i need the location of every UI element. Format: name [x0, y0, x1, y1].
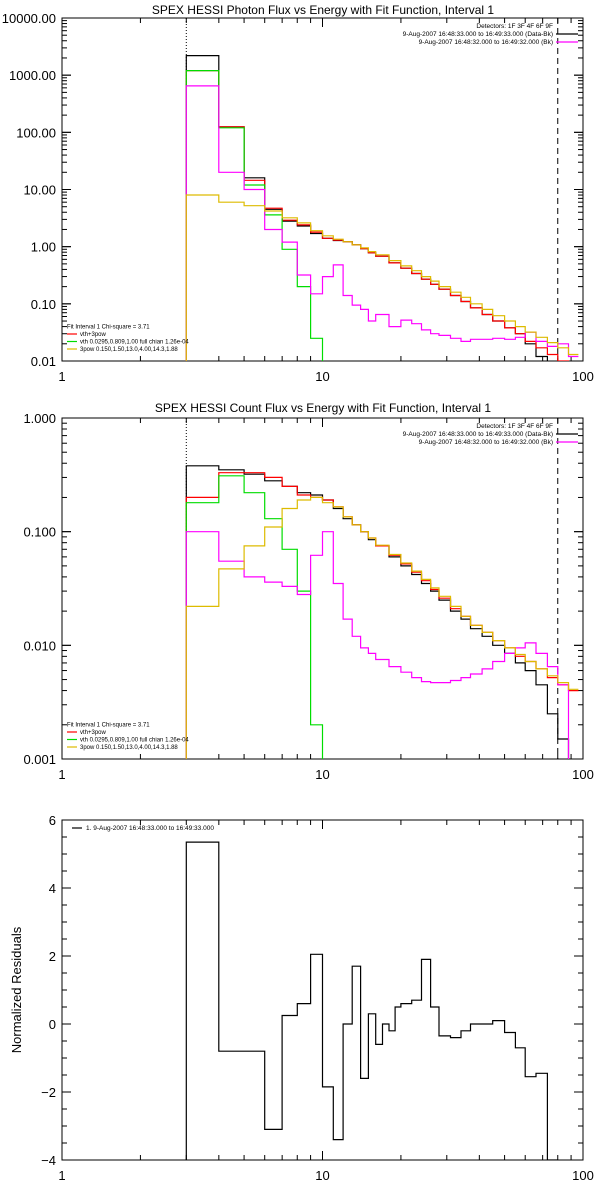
count-flux-y-tick-labels: 1.000 0.100 0.010 0.001 [23, 411, 56, 767]
photon-flux-legend: Detectors: 1F 3F 4F 6F 9F9-Aug-2007 16:4… [403, 23, 578, 46]
photon-flux-legend-entry: Detectors: 1F 3F 4F 6F 9F [476, 23, 553, 30]
photon-flux-x-tick-label: 1 [58, 369, 65, 384]
photon-flux-series-line [185, 194, 579, 361]
photon-flux-x-tick-label: 10 [315, 369, 329, 384]
count-flux-y-tick-label: 0.001 [23, 752, 56, 767]
residuals-axis-ticks [61, 819, 584, 1161]
residuals-x-tick-label: 1 [58, 1168, 65, 1183]
count-flux-panel: SPEX HESSI Count Flux vs Energy with Fit… [23, 401, 593, 782]
residuals-y-tick-labels: 6 4 2 0 −2 −4 [41, 813, 56, 1168]
photon-flux-fit-legend-entry: 3pow 0.150,1.50,13.0,4.00,14.3,1.88 [80, 347, 178, 353]
residuals-series-line [185, 841, 558, 1160]
count-flux-series-line [185, 496, 579, 759]
residuals-legend: 1. 9-Aug-2007 16:48:33.000 to 16:49:33.0… [72, 825, 214, 832]
count-flux-x-tick-label: 10 [315, 767, 329, 782]
photon-flux-fit-legend-entry: Fit Interval 1 Chi-square = 3.71 [67, 325, 150, 331]
photon-flux-legend-entry: 9-Aug-2007 16:48:32.000 to 16:49:32.000 … [419, 39, 553, 46]
count-flux-x-tick-label: 1 [58, 767, 65, 782]
count-flux-fit-legend-entry: Fit Interval 1 Chi-square = 3.71 [67, 723, 150, 729]
count-flux-fit-legend-entry: 3pow 0.150,1.50,13.0,4.00,14.3,1.88 [80, 745, 178, 751]
count-flux-fit-legend: Fit Interval 1 Chi-square = 3.71vth+3pow… [67, 723, 189, 751]
photon-flux-y-tick-labels: 10000.00 1000.00 100.00 10.00 1.00 0.10 0.01 [2, 11, 56, 369]
count-flux-fit-legend-entry: vth 0.0295,0.809,1.00 full chian 1.26e-0… [80, 738, 189, 744]
photon-flux-y-tick-label: 0.10 [31, 297, 56, 312]
residuals-x-tick-labels: 1 10 100 [58, 1168, 593, 1183]
count-flux-series-line [185, 475, 324, 759]
residuals-y-tick-label: 2 [49, 949, 56, 964]
count-flux-x-tick-label: 100 [572, 767, 594, 782]
photon-flux-y-tick-label: 0.01 [31, 354, 56, 369]
photon-flux-series-line [185, 85, 579, 361]
photon-flux-series-line [185, 55, 548, 361]
residuals-y-tick-label: 6 [49, 813, 56, 828]
count-flux-series [185, 465, 579, 759]
count-flux-fit-legend-entry: vth+3pow [80, 730, 107, 736]
residuals-y-tick-label: −2 [41, 1085, 56, 1100]
count-flux-series-line [185, 472, 579, 759]
photon-flux-y-tick-label: 10.00 [23, 183, 56, 198]
count-flux-x-tick-labels: 1 10 100 [58, 767, 593, 782]
photon-flux-legend-entry: 9-Aug-2007 16:48:33.000 to 16:49:33.000 … [403, 31, 553, 38]
photon-flux-axis-ticks [61, 17, 584, 362]
count-flux-markers [185, 418, 559, 759]
residuals-y-tick-label: 0 [49, 1017, 56, 1032]
photon-flux-y-tick-label: 10000.00 [2, 11, 56, 26]
count-flux-series-line [185, 465, 570, 759]
count-flux-legend-entry: 9-Aug-2007 16:48:32.000 to 16:49:32.000 … [419, 439, 553, 446]
residuals-x-tick-label: 100 [572, 1168, 594, 1183]
photon-flux-fit-legend-entry: vth 0.0295,0.809,1.00 full chian 1.26e-0… [80, 340, 189, 346]
residuals-legend-entry: 1. 9-Aug-2007 16:48:33.000 to 16:49:33.0… [86, 825, 214, 832]
residuals-y-axis-label: Normalized Residuals [9, 926, 24, 1053]
photon-flux-series [185, 55, 579, 361]
residuals-y-tick-label: 4 [49, 881, 56, 896]
photon-flux-y-tick-label: 1.00 [31, 240, 56, 255]
photon-flux-fit-legend-entry: vth+3pow [80, 332, 107, 338]
photon-flux-markers [185, 18, 559, 361]
count-flux-legend-entry: Detectors: 1F 3F 4F 6F 9F [476, 423, 553, 430]
count-flux-title: SPEX HESSI Count Flux vs Energy with Fit… [155, 401, 491, 415]
photon-flux-x-tick-label: 100 [572, 369, 594, 384]
count-flux-legend: Detectors: 1F 3F 4F 6F 9F9-Aug-2007 16:4… [403, 423, 578, 446]
count-flux-y-tick-label: 1.000 [23, 411, 56, 426]
count-flux-plot-frame [61, 417, 584, 760]
photon-flux-plot-frame [61, 17, 584, 362]
photon-flux-series-line [185, 70, 570, 361]
residuals-y-tick-label: −4 [41, 1153, 56, 1168]
count-flux-axis-ticks [61, 417, 584, 760]
photon-flux-y-tick-label: 100.00 [16, 125, 56, 140]
count-flux-series-line [185, 531, 570, 759]
photon-flux-panel: SPEX HESSI Photon Flux vs Energy with Fi… [2, 3, 594, 384]
photon-flux-series-line [185, 70, 324, 361]
count-flux-y-tick-label: 0.010 [23, 638, 56, 653]
count-flux-legend-entry: 9-Aug-2007 16:48:33.000 to 16:49:33.000 … [403, 431, 553, 438]
photon-flux-y-tick-label: 1000.00 [9, 68, 56, 83]
photon-flux-title: SPEX HESSI Photon Flux vs Energy with Fi… [152, 3, 494, 17]
residuals-x-tick-label: 10 [315, 1168, 329, 1183]
residuals-panel: Normalized Residuals 6 4 2 0 −2 −4 1 10 100 1. … [9, 813, 594, 1183]
count-flux-y-tick-label: 0.100 [23, 525, 56, 540]
photon-flux-x-tick-labels: 1 10 100 [58, 369, 593, 384]
residuals-series [185, 841, 558, 1160]
photon-flux-fit-legend: Fit Interval 1 Chi-square = 3.71vth+3pow… [67, 325, 189, 353]
